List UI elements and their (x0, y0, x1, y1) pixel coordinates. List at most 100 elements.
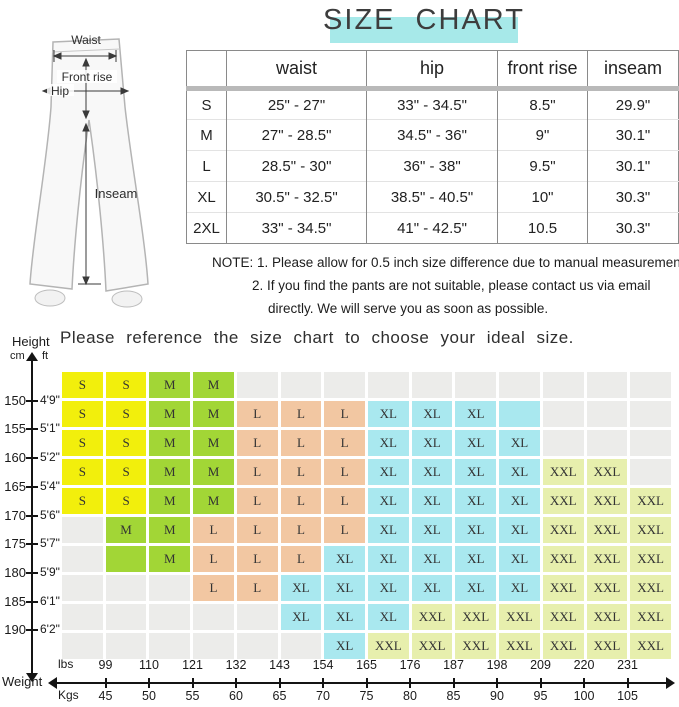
chart-heading: Please reference the size chart to choos… (60, 328, 574, 347)
weight-tick (278, 678, 281, 688)
height-tick-label-cm: 150 (4, 392, 26, 408)
size-cell-l: L (280, 517, 322, 543)
table-cell: 25" - 27" (226, 88, 367, 120)
table-cell: 27" - 28.5" (226, 119, 367, 151)
size-cell-l: L (280, 546, 322, 572)
size-cell-empty (149, 633, 191, 659)
cm-unit-label: cm (10, 350, 25, 362)
size-cell-xxl: XXL (586, 488, 628, 514)
weight-tick-label-lbs: 165 (356, 658, 377, 672)
table-cell: 9" (497, 119, 588, 151)
height-tick (26, 457, 38, 460)
weight-axis-arrow-left-icon (48, 677, 57, 689)
table-cell: 2XL (186, 212, 227, 244)
size-cell-xxl: XXL (455, 604, 497, 630)
size-cell-xl: XL (455, 459, 497, 485)
table-row: S 25" - 27" 33" - 34.5" 8.5" 29.9" (186, 88, 679, 120)
table-cell: 29.9" (587, 88, 679, 120)
size-cell-m: M (149, 488, 191, 514)
size-cell-xxl: XXL (630, 488, 671, 514)
kgs-unit-label: Kgs (58, 688, 79, 702)
height-tick-label-ft: 5'1" (40, 421, 60, 436)
size-table-body: S 25" - 27" 33" - 34.5" 8.5" 29.9" M 27" - 28.… (186, 88, 679, 244)
table-cell: 30.3" (587, 212, 679, 244)
table-cell: 38.5" - 40.5" (366, 181, 498, 213)
height-tick-label-ft: 6'2" (40, 622, 60, 637)
table-cell: L (186, 150, 227, 182)
size-cell-xl: XL (368, 546, 409, 572)
size-cell-xxl: XXL (630, 517, 671, 543)
height-tick-label-ft: 5'6" (40, 507, 60, 522)
size-cell-xl: XL (499, 430, 540, 456)
weight-tick-label-lbs: 154 (312, 658, 334, 672)
size-cell-xxl: XXL (542, 633, 584, 659)
size-cell-s: S (62, 401, 103, 427)
size-cell-xl: XL (499, 517, 540, 543)
size-cell-xxl: XXL (455, 633, 497, 659)
weight-tick (104, 678, 107, 688)
height-axis-arrow-up-icon (26, 352, 38, 361)
size-cell-empty (542, 430, 584, 456)
size-cell-xl: XL (280, 575, 322, 601)
inseam-measure-arrow (78, 122, 101, 286)
size-cell-empty (586, 430, 628, 456)
weight-tick-label-kgs: 55 (185, 689, 200, 703)
table-cell: XL (186, 181, 227, 213)
size-cell-empty (193, 633, 234, 659)
size-cell-l: L (193, 546, 234, 572)
foot-right (111, 290, 143, 308)
size-cell-xl: XL (368, 517, 409, 543)
size-cell-empty (62, 546, 103, 572)
size-cell-xl: XL (368, 430, 409, 456)
size-cell-xl: XL (411, 517, 453, 543)
size-cell-xl: XL (499, 546, 540, 572)
size-cell-empty (149, 604, 191, 630)
weight-tick-label-kgs: 85 (446, 689, 461, 703)
size-cell-m: M (149, 401, 191, 427)
table-cell: 41" - 42.5" (366, 212, 498, 244)
table-cell: 30.1" (587, 119, 679, 151)
size-cell-m: M (149, 546, 191, 572)
size-cell-empty (542, 372, 584, 398)
weight-tick-label-lbs: 176 (399, 658, 421, 672)
size-cell-xxl: XXL (586, 575, 628, 601)
size-cell-xxl: XXL (542, 459, 584, 485)
size-cell-l: L (236, 488, 278, 514)
size-cell-l: L (236, 430, 278, 456)
size-cell-empty (62, 517, 103, 543)
size-cell-empty (236, 604, 278, 630)
height-tick-label-ft: 5'9" (40, 564, 60, 579)
table-header-cell: waist (226, 50, 367, 91)
height-tick (26, 571, 38, 574)
weight-tick (235, 678, 237, 688)
note-line: directly. We will serve you as soon as p… (268, 301, 549, 316)
table-cell: M (186, 119, 227, 151)
size-cell-xl: XL (455, 517, 497, 543)
size-cell-empty (280, 633, 322, 659)
front-rise-label: Front rise (62, 70, 113, 84)
size-cell-empty (542, 401, 584, 427)
size-cell-l: L (193, 575, 234, 601)
size-cell-l: L (236, 575, 278, 601)
weight-tick-label-kgs: 80 (403, 689, 417, 703)
weight-tick-label-lbs: 143 (269, 658, 290, 672)
height-tick-label-ft: 5'2" (40, 450, 60, 465)
height-tick (26, 485, 38, 488)
size-cell-l: L (324, 430, 365, 456)
size-cell-xxl: XXL (586, 633, 628, 659)
height-axis-title: Height (12, 334, 50, 349)
table-cell: 30.5" - 32.5" (226, 181, 367, 213)
size-cell-empty (236, 633, 278, 659)
ft-unit-label: ft (42, 350, 49, 362)
weight-tick-label-lbs: 231 (617, 658, 638, 672)
weight-tick-label-lbs: 198 (486, 658, 508, 672)
table-cell: 28.5" - 30" (226, 150, 367, 182)
size-cell-xl: XL (411, 546, 453, 572)
size-cell-xl: XL (455, 401, 497, 427)
size-cell-xl: XL (324, 604, 365, 630)
front-rise-measure-arrow (82, 57, 90, 120)
inseam-label: Inseam (95, 186, 138, 201)
size-cell-xxl: XXL (499, 633, 540, 659)
size-cell-xl: XL (499, 459, 540, 485)
height-tick (26, 629, 38, 632)
